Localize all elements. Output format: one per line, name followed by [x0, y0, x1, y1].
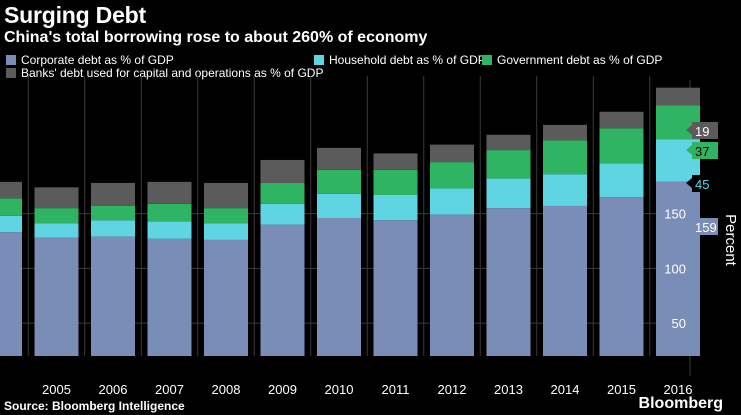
- bar-segment-household: [430, 188, 474, 215]
- legend-item-government: Government debt as % of GDP: [482, 53, 662, 67]
- end-label-banks: 19: [695, 124, 709, 139]
- legend-label-household: Household debt as % of GDP: [329, 53, 486, 67]
- end-label-box-government: [692, 142, 718, 159]
- bar-segment-banks: [91, 182, 135, 206]
- bar-segment-government: [486, 150, 531, 179]
- bar-segment-banks: [0, 181, 22, 199]
- bar-segment-corporate: [317, 218, 361, 356]
- bar-segment-banks: [599, 111, 644, 129]
- source-note: Source: Bloomberg Intelligence: [4, 399, 185, 413]
- x-tick-label: 2014: [551, 382, 580, 397]
- x-tick-label: 2012: [438, 382, 467, 397]
- bar-segment-banks: [260, 159, 305, 183]
- bar-segment-household: [317, 193, 361, 218]
- y-tick-label: 100: [664, 261, 686, 276]
- end-label-government: 37: [695, 144, 709, 159]
- bloomberg-logo: Bloomberg: [638, 395, 723, 412]
- legend-item-corporate: Corporate debt as % of GDP: [6, 53, 174, 67]
- bar-segment-government: [204, 208, 248, 224]
- x-tick-label: 2013: [494, 382, 523, 397]
- bar-segment-household: [599, 163, 644, 198]
- end-label-household: 45: [695, 177, 709, 192]
- bar-segment-banks: [373, 153, 418, 170]
- bar-segment-household: [204, 223, 248, 240]
- bar-segment-government: [91, 205, 135, 221]
- end-label-corporate: 159: [695, 220, 717, 235]
- x-tick-label: 2011: [382, 382, 410, 397]
- bar-segment-banks: [317, 147, 361, 170]
- legend-label-corporate: Corporate debt as % of GDP: [21, 53, 174, 67]
- end-label-box-household: [692, 175, 718, 192]
- bar-segment-banks: [430, 144, 474, 163]
- end-label-pointer-banks: [686, 125, 692, 135]
- bar-segment-household: [260, 203, 305, 225]
- bar-segment-government: [543, 140, 587, 175]
- bar-segment-government: [430, 162, 474, 189]
- end-label-pointer-corporate: [686, 221, 692, 231]
- bar-segment-household: [91, 220, 135, 237]
- bar-segment-corporate: [656, 181, 700, 356]
- bar-segment-corporate: [204, 239, 248, 356]
- bar-segment-household: [147, 221, 192, 239]
- bar-segment-household: [543, 174, 587, 206]
- bar-segment-corporate: [599, 197, 644, 356]
- bar-segment-government: [373, 169, 418, 195]
- bar-segment-household: [0, 215, 22, 233]
- end-label-box-corporate: [692, 218, 718, 235]
- bar-segment-corporate: [543, 205, 587, 356]
- bar-segment-corporate: [147, 238, 192, 356]
- bar-segment-government: [0, 198, 22, 216]
- bar-segment-banks: [34, 187, 79, 209]
- bar-segment-corporate: [486, 208, 531, 356]
- y-axis-title: Percent: [722, 214, 739, 267]
- chart-subtitle: China's total borrowing rose to about 26…: [4, 29, 428, 46]
- bar-segment-banks: [656, 87, 700, 106]
- x-tick-label: 2015: [607, 382, 636, 397]
- bar-segment-corporate: [430, 214, 474, 356]
- legend-swatch-household: [314, 55, 324, 65]
- x-tick-label: 2010: [325, 382, 354, 397]
- legend-label-government: Government debt as % of GDP: [497, 53, 663, 67]
- bar-segment-government: [260, 182, 305, 204]
- bar-segment-corporate: [373, 220, 418, 356]
- bar-segment-household: [486, 178, 531, 209]
- x-tick-label: 2005: [42, 382, 71, 397]
- bar-segment-government: [599, 128, 644, 164]
- x-tick-label: 2009: [268, 382, 297, 397]
- legend-swatch-government: [482, 55, 492, 65]
- chart-title: Surging Debt: [4, 2, 146, 28]
- legend-item-banks: Banks' debt used for capital and operati…: [6, 66, 323, 80]
- legend-label-banks: Banks' debt used for capital and operati…: [21, 66, 324, 80]
- x-tick-label: 2007: [155, 382, 184, 397]
- bar-segment-banks: [543, 124, 587, 141]
- bar-segment-corporate: [260, 224, 305, 356]
- x-tick-label: 2008: [212, 382, 241, 397]
- bar-segment-corporate: [0, 232, 22, 356]
- bar-segment-government: [147, 203, 192, 222]
- end-label-pointer-household: [686, 178, 692, 188]
- legend-item-household: Household debt as % of GDP: [314, 53, 486, 67]
- bar-segment-household: [373, 195, 418, 221]
- x-tick-label: 2006: [99, 382, 128, 397]
- bar-segment-government: [34, 208, 79, 224]
- end-label-box-banks: [692, 122, 718, 139]
- bar-segment-household: [34, 223, 79, 238]
- legend-swatch-corporate: [6, 55, 16, 65]
- bar-segment-corporate: [91, 236, 135, 356]
- x-tick-label: 2016: [664, 382, 693, 397]
- bar-segment-banks: [147, 181, 192, 204]
- bar-segment-banks: [204, 182, 248, 209]
- y-tick-label: 50: [672, 316, 686, 331]
- bar-segment-banks: [486, 134, 531, 151]
- y-tick-label: 150: [664, 207, 686, 222]
- legend-swatch-banks: [6, 68, 16, 78]
- bar-segment-government: [317, 169, 361, 194]
- bar-segment-corporate: [34, 237, 79, 356]
- end-label-pointer-government: [686, 145, 692, 155]
